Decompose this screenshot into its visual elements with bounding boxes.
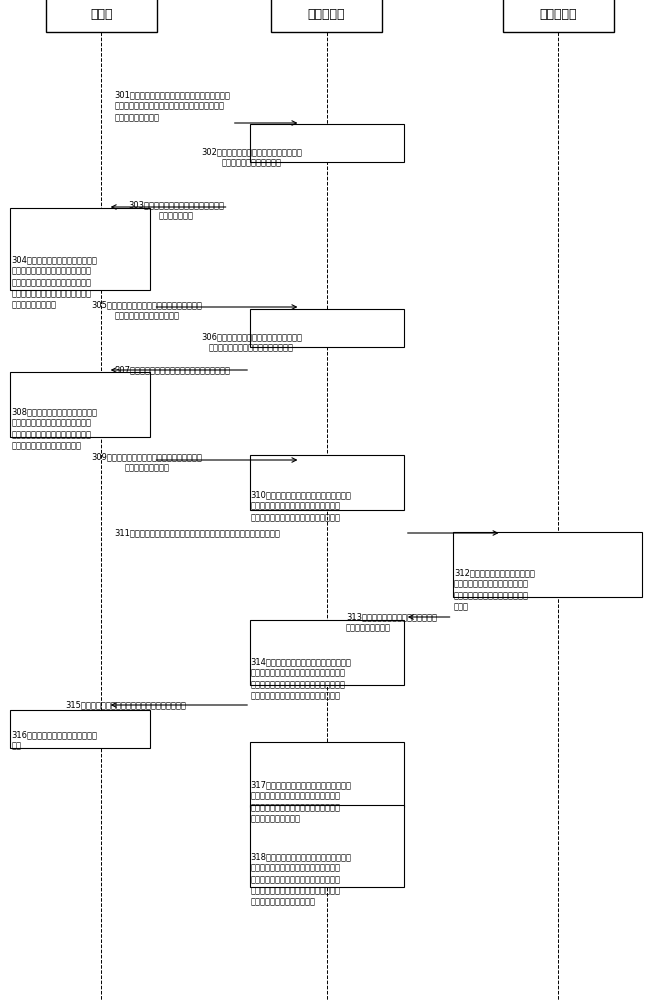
Text: 307，该换置服务器将该资源总值反馈给该客户端: 307，该换置服务器将该资源总值反馈给该客户端 xyxy=(114,365,231,374)
Text: 313，该第三方平台向该换置服务器发
送资源换置成功通知: 313，该第三方平台向该换置服务器发 送资源换置成功通知 xyxy=(346,612,437,632)
Text: 第三方平台: 第三方平台 xyxy=(539,8,577,21)
Text: 316，该客户端接收并显示该第二图
形码: 316，该客户端接收并显示该第二图 形码 xyxy=(12,730,98,750)
Bar xyxy=(503,0,614,32)
Text: 客户端: 客户端 xyxy=(90,8,112,21)
Bar xyxy=(250,455,404,510)
Text: 318，该换置服务器扫描目标物上的第一图
形码，获取该第一图形码中携带的码号，
当扫描到的该第一图形码中携带的该码号
与利用该订单号获取的各个物品信息中的
码号: 318，该换置服务器扫描目标物上的第一图 形码，获取该第一图形码中携带的码号， … xyxy=(250,852,351,907)
Bar xyxy=(250,309,404,347)
Text: 303，该换置服务器将查找的该物品信息
反馈至该客户端: 303，该换置服务器将查找的该物品信息 反馈至该客户端 xyxy=(128,200,225,220)
Text: 309，该客户端将生成的该订单号和该订单详情
发送至该换置服务器: 309，该客户端将生成的该订单号和该订单详情 发送至该换置服务器 xyxy=(91,452,202,472)
Text: 312，该第三方平台在接收到该资
源换置请求后，从该客户端所对应
的资源池中转移出具有该资源总值
的资源: 312，该第三方平台在接收到该资 源换置请求后，从该客户端所对应 的资源池中转移… xyxy=(454,568,535,611)
Text: 314，该换置服务器接收该第三方平台发送
的该资源换置成功通知，为具有该资源换置
成功通知中携带的订单号的换置订单生成第
二图形码，查找与该订单号绑定的客户端: 314，该换置服务器接收该第三方平台发送 的该资源换置成功通知，为具有该资源换置… xyxy=(250,657,351,700)
Text: 311，该客户端在接收到该换置指令后，向第三方平台发送资源换置请求: 311，该客户端在接收到该换置指令后，向第三方平台发送资源换置请求 xyxy=(114,528,280,537)
Bar xyxy=(46,0,157,32)
Bar xyxy=(250,124,404,162)
Text: 310，该换置服务器接收该客户端发送的该
订单号和该订单详情，并将该订单号、该
订单详情与该客户端的标识进行绑定存储: 310，该换置服务器接收该客户端发送的该 订单号和该订单详情，并将该订单号、该 … xyxy=(250,490,351,522)
Bar xyxy=(271,0,382,32)
Text: 换置服务器: 换置服务器 xyxy=(308,8,345,21)
Bar xyxy=(10,208,150,290)
Bar xyxy=(10,710,150,748)
Bar xyxy=(250,620,404,685)
Bar xyxy=(10,372,150,437)
Text: 302，该换置服务器接收该码号，查找具有
接收到的该码号的物品信息: 302，该换置服务器接收该码号，查找具有 接收到的该码号的物品信息 xyxy=(201,147,302,167)
Text: 315，该换置服务器将该第二图形码发送至该客户端: 315，该换置服务器将该第二图形码发送至该客户端 xyxy=(65,700,186,709)
Bar xyxy=(453,532,642,597)
Text: 306，该换置服务器接收该提交请求，计算
该换置订单中各个物品信息的资源总值: 306，该换置服务器接收该提交请求，计算 该换置订单中各个物品信息的资源总值 xyxy=(201,332,302,352)
Bar xyxy=(250,742,404,807)
Text: 304，该客户端接收并显示该换置服
务器反馈的该目标物的物品信息，在
接收到将选择的物品信息添加至该换
置订单的添加指令后，将该物品信息
添加至该换置订单中: 304，该客户端接收并显示该换置服 务器反馈的该目标物的物品信息，在 接收到将选… xyxy=(12,255,98,310)
Text: 305，该客户端向该换置服务器发送对该换置订
单进行提交时产生的提交请求: 305，该客户端向该换置服务器发送对该换置订 单进行提交时产生的提交请求 xyxy=(91,300,202,320)
Bar xyxy=(250,805,404,887)
Text: 301，该客户端扫描需要换置的目标物上的第一图
形码，获取该第一图形码中携带的码号，将该码号
发送至该换置服务器: 301，该客户端扫描需要换置的目标物上的第一图 形码，获取该第一图形码中携带的码… xyxy=(114,90,230,122)
Text: 317，该换置服务器扫描该客户端上显示的
第二图形码，获取该第二图形码中携带的
订单号，获取具有该订单号的换置订单中
各个物品信息中的码号: 317，该换置服务器扫描该客户端上显示的 第二图形码，获取该第二图形码中携带的 … xyxy=(250,780,351,823)
Text: 308，该客户端显示该资源总值，接
收利用资源对该换置订单所对应的各
个目标物进行换置的换置指令，为该
换置订单生成订单号和订单详情: 308，该客户端显示该资源总值，接 收利用资源对该换置订单所对应的各 个目标物进… xyxy=(12,407,98,450)
